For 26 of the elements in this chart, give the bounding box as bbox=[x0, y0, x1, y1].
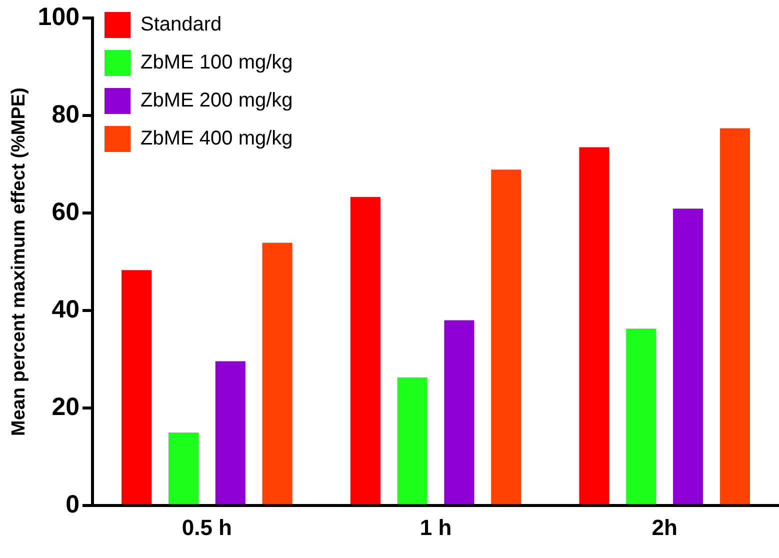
legend-label: ZbME 200 mg/kg bbox=[140, 90, 293, 112]
bar bbox=[720, 128, 750, 504]
y-tick-label: 40 bbox=[52, 295, 80, 324]
x-tick-label: 1 h bbox=[420, 514, 452, 540]
bar bbox=[168, 432, 198, 504]
y-tick-label: 100 bbox=[38, 2, 80, 31]
bar bbox=[673, 208, 704, 504]
legend-label: ZbME 100 mg/kg bbox=[140, 52, 293, 74]
y-tick-label: 0 bbox=[66, 490, 80, 518]
x-tick-label: 2h bbox=[652, 514, 678, 540]
legend-label: ZbME 400 mg/kg bbox=[140, 128, 293, 150]
legend-label: Standard bbox=[140, 14, 222, 36]
bar bbox=[444, 320, 474, 504]
bar bbox=[350, 196, 380, 504]
bar bbox=[579, 147, 610, 504]
bar bbox=[122, 270, 152, 504]
bar bbox=[397, 377, 428, 504]
bar bbox=[215, 361, 246, 504]
bar bbox=[262, 242, 292, 504]
bar bbox=[491, 170, 522, 504]
y-tick-label: 80 bbox=[52, 100, 80, 128]
bar bbox=[626, 328, 656, 504]
x-tick-label: 0.5 h bbox=[182, 514, 232, 540]
y-tick-label: 60 bbox=[52, 198, 80, 226]
y-tick-label: 20 bbox=[52, 392, 80, 421]
y-axis-title: Mean percent maximum effect (%MPE) bbox=[8, 88, 30, 436]
